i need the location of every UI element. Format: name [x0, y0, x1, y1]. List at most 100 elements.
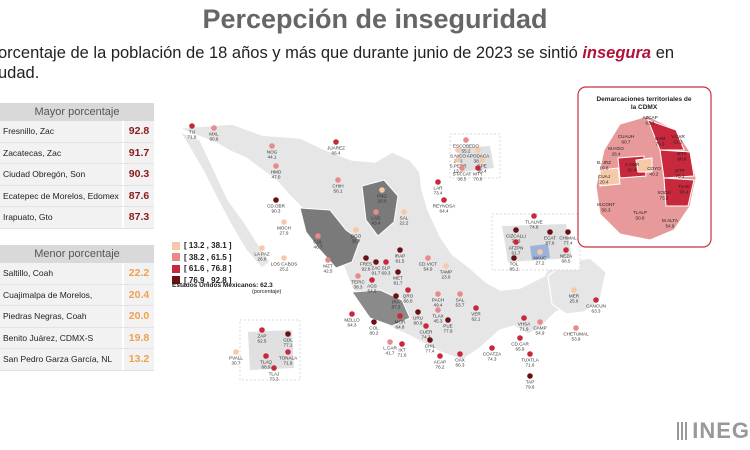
city-dot — [401, 209, 407, 215]
district-name: CUAJ — [598, 174, 610, 179]
city-dot — [349, 311, 355, 317]
city-label: IRAP — [395, 254, 406, 259]
city-value: 20.0 — [122, 306, 154, 327]
city-value: 91.7 — [122, 142, 154, 163]
cdmx-district — [663, 177, 695, 207]
page-subtitle: orcentaje de la población de 18 años y m… — [0, 43, 750, 83]
city-label: IRA — [392, 300, 401, 305]
city-label: MER — [569, 294, 580, 299]
city-dot — [455, 147, 461, 153]
cdmx-inset-title: la CDMX — [631, 104, 658, 111]
city-dot — [527, 351, 533, 357]
city-label: ZAC — [371, 266, 381, 271]
top-ranking-table: Mayor porcentaje Fresnillo, Zac 92.8 Zacat… — [0, 103, 154, 229]
city-value-label: 90.3 — [272, 209, 281, 214]
city-label: MZLLO — [344, 318, 360, 323]
city-value-label: 66.4 — [332, 151, 341, 156]
table-row: Ciudad Obregón, Son 90.3 — [0, 164, 154, 186]
city-label: GDL — [283, 338, 293, 343]
city-label: S.NICO — [450, 154, 466, 159]
city-value: 22.2 — [122, 263, 154, 284]
city-value-label: 65.9 — [516, 347, 525, 352]
city-value-label: 77.9 — [444, 329, 453, 334]
table-row: Irapuato, Gto 87.3 — [0, 207, 154, 229]
city-label: CIZCALLI — [506, 234, 526, 239]
monterrey-shape — [458, 146, 494, 172]
city-value-label: 63.3 — [592, 309, 601, 314]
city-value-label: 25.6 — [570, 299, 579, 304]
city-dot — [285, 349, 291, 355]
city-value-label: 64.3 — [348, 323, 357, 328]
district-value: 66.4 — [680, 190, 689, 195]
city-value-label: 42.5 — [324, 269, 333, 274]
city-dot — [383, 259, 389, 265]
state-nodata — [361, 179, 399, 237]
city-name: San Pedro Garza García, NL — [0, 349, 122, 370]
city-value-label: 35.4 — [478, 169, 487, 174]
city-value: 87.3 — [122, 207, 154, 228]
city-value-label: 54.9 — [424, 267, 433, 272]
district-name: TLALP — [633, 210, 647, 215]
bottom-ranking-table: Menor porcentaje Saltillo, Coah 22.2 Cuaji… — [0, 245, 154, 371]
legend-label: [ 38.2 , 61.5 ] — [184, 252, 232, 262]
legend-swatch — [172, 264, 180, 273]
city-dot — [399, 341, 405, 347]
city-dot — [423, 323, 429, 329]
city-value-label: 66.0 — [404, 299, 413, 304]
legend-swatch — [172, 276, 180, 285]
city-label: CUL — [313, 240, 323, 245]
city-dot — [281, 255, 287, 261]
city-value-label: 23.0 — [442, 275, 451, 280]
city-value-label: 73.4 — [434, 191, 443, 196]
city-value-label: 70.8 — [474, 177, 483, 182]
city-label: AGS — [367, 284, 377, 289]
subtitle-text-end: en — [651, 44, 675, 62]
city-value-label: 71.6 — [526, 363, 535, 368]
city-label: QRO — [403, 294, 414, 299]
city-value-label: 26.8 — [258, 257, 267, 262]
city-value-label: 68.9 — [262, 365, 271, 370]
city-value-label: 38.1 — [474, 159, 483, 164]
table-row: Fresnillo, Zac 92.8 — [0, 121, 154, 143]
city-value-label: 55.2 — [462, 149, 471, 154]
district-name: TLHC — [678, 184, 691, 189]
city-dot — [511, 255, 517, 261]
city-label: CHIL — [425, 344, 436, 349]
gdl-shape — [248, 330, 294, 370]
city-value-label: 22.2 — [400, 221, 409, 226]
city-dot — [211, 125, 217, 131]
legend-item: [ 61.6 , 76.8 ] — [172, 263, 232, 275]
district-value: 19.8 — [600, 166, 609, 171]
city-value-label: 74.3 — [422, 335, 431, 340]
city-dot — [457, 351, 463, 357]
city-label: TOL — [510, 262, 519, 267]
district-value: 28.4 — [612, 152, 621, 157]
